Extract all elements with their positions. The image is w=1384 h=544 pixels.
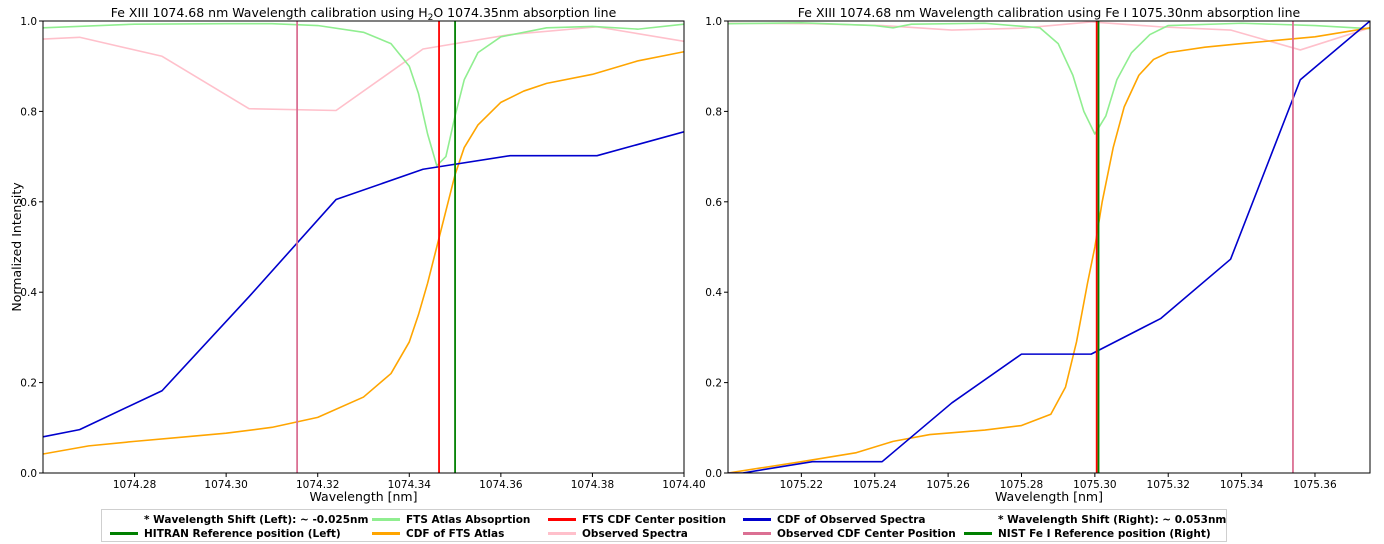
legend-swatch [743,532,771,535]
legend-label: HITRAN Reference position (Left) [144,528,341,540]
y-tick-label: 1.0 [20,16,37,28]
y-tick-label: 0.2 [20,378,37,390]
legend-swatch [964,532,992,535]
x-tick-label: 1075.34 [1220,479,1264,491]
x-tick-label: 1074.28 [113,479,156,491]
x-tick-label: 1075.32 [1147,479,1190,491]
legend-item-observed-spectra: Observed Spectra [548,526,688,541]
x-tick-label: 1075.22 [780,479,823,491]
legend-label: CDF of FTS Atlas [406,528,504,540]
legend-label: Observed Spectra [582,528,688,540]
y-tick-label: 0.8 [705,106,722,118]
legend: * Wavelength Shift (Left): ~ -0.025nm HI… [101,509,1227,542]
x-tick-label: 1074.30 [204,479,247,491]
series-line-observed-spectra [43,27,684,111]
x-tick-label: 1074.36 [479,479,523,491]
chart-title: Fe XIII 1074.68 nm Wavelength calibratio… [798,5,1301,20]
x-tick-label: 1074.40 [662,479,705,491]
series-line-cdf-of-observed-spectra [43,132,684,437]
legend-swatch [372,518,400,521]
y-tick-label: 0.8 [20,106,37,118]
legend-label: NIST Fe I Reference position (Right) [998,528,1211,540]
y-axis-label: Normalized Intensity [9,182,24,312]
x-tick-label: 1075.26 [926,479,970,491]
legend-swatch [372,532,400,535]
y-tick-label: 1.0 [705,16,722,28]
legend-item-shift-right: * Wavelength Shift (Right): ~ 0.053nm [964,512,1226,527]
x-tick-label: 1075.24 [853,479,897,491]
y-tick-label: 0.2 [705,378,722,390]
legend-swatch-blank [110,518,138,521]
x-tick-label: 1074.38 [571,479,614,491]
legend-item-fts-cdf-center: FTS CDF Center position [548,512,726,527]
y-tick-label: 0.0 [20,468,37,480]
legend-label: FTS Atlas Absoprtion [406,514,530,526]
legend-item-observed-cdf-center: Observed CDF Center Position [743,526,956,541]
y-tick-label: 0.6 [705,197,722,209]
legend-label: * Wavelength Shift (Left): ~ -0.025nm [144,514,368,526]
right-chart: 1075.22 1075.24 1075.26 1075.28 1075.30 1075.… [705,5,1370,504]
chart-title: Fe XIII 1074.68 nm Wavelength calibratio… [111,5,617,23]
legend-label: * Wavelength Shift (Right): ~ 0.053nm [998,514,1226,526]
series-line-cdf-of-observed-spectra [728,21,1370,473]
series-line-cdf-of-fts-atlas [728,28,1370,473]
legend-swatch [743,518,771,521]
legend-swatch [110,532,138,535]
left-chart: 1074.28 1074.30 1074.32 1074.34 1074.36 1074.… [9,5,706,504]
legend-item-hitran-reference: HITRAN Reference position (Left) [110,526,341,541]
x-axis-label: Wavelength [nm] [995,489,1103,504]
legend-label: FTS CDF Center position [582,514,726,526]
legend-label: Observed CDF Center Position [777,528,956,540]
y-tick-label: 0.4 [705,287,722,299]
legend-item-nist-reference: NIST Fe I Reference position (Right) [964,526,1211,541]
legend-swatch [548,532,576,535]
legend-swatch [548,518,576,521]
series-line-cdf-of-fts-atlas [43,52,684,454]
legend-label: CDF of Observed Spectra [777,514,926,526]
legend-item-cdf-observed: CDF of Observed Spectra [743,512,926,527]
legend-swatch-blank [964,518,992,521]
plot-frame [728,21,1370,473]
y-tick-label: 0.0 [705,468,722,480]
x-axis-label: Wavelength [nm] [310,489,418,504]
legend-item-fts-atlas-absorption: FTS Atlas Absoprtion [372,512,530,527]
series-line-fts-atlas-absoprtion [43,24,684,166]
figure: 1074.28 1074.30 1074.32 1074.34 1074.36 1074.… [0,0,1384,510]
plot-frame [43,21,684,473]
series-line-fts-atlas-absoprtion [728,23,1370,134]
legend-item-shift-left: * Wavelength Shift (Left): ~ -0.025nm [110,512,368,527]
legend-item-cdf-fts-atlas: CDF of FTS Atlas [372,526,504,541]
x-tick-label: 1075.36 [1293,479,1337,491]
